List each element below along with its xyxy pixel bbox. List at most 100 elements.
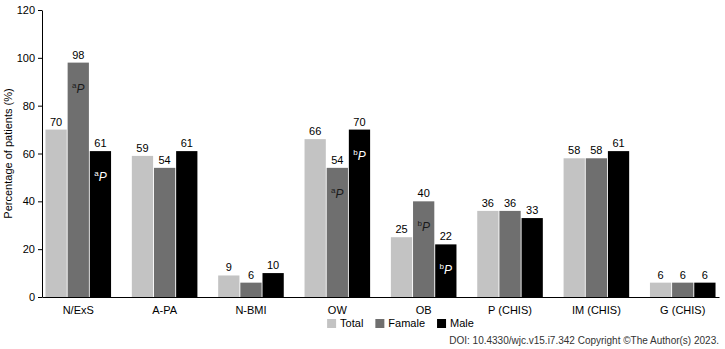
plot-area: 7059966253658698546544036586616110702233… xyxy=(17,4,720,316)
x-axis: N/ExS A-PA N-BMI OW OB P (CHIS) IM (CHIS) G (CH… xyxy=(43,297,720,316)
x-tick-label: N-BMI xyxy=(235,304,266,316)
x-tick: P (CHIS) xyxy=(488,297,532,316)
y-tick-mark xyxy=(38,106,42,107)
data-label: 61 xyxy=(181,137,193,149)
bar xyxy=(522,218,543,297)
bar xyxy=(413,201,434,297)
data-label: 61 xyxy=(94,137,106,149)
legend-swatch xyxy=(327,319,336,328)
x-axis-line xyxy=(43,297,720,298)
legend-label: Total xyxy=(340,317,363,329)
data-label: 6 xyxy=(658,269,664,281)
bar xyxy=(672,283,693,297)
data-label: 6 xyxy=(702,269,708,281)
annotation: aP xyxy=(331,186,343,201)
x-tick-label: A-PA xyxy=(152,304,178,316)
bar xyxy=(435,244,456,297)
data-label: 36 xyxy=(504,197,516,209)
y-tick-label: 0 xyxy=(29,291,35,303)
y-tick-mark xyxy=(38,58,42,59)
data-label: 58 xyxy=(568,144,580,156)
y-tick-mark xyxy=(38,297,42,298)
bars xyxy=(45,63,715,297)
x-tick-label: G (CHIS) xyxy=(660,304,705,316)
bar xyxy=(90,151,111,297)
bar xyxy=(176,151,197,297)
y-axis-title: Percentage of patients (%) xyxy=(2,88,14,218)
x-tick-label: P (CHIS) xyxy=(488,304,532,316)
x-tick: IM (CHIS) xyxy=(572,297,621,316)
y-tick: 20 xyxy=(23,243,42,255)
data-label: 33 xyxy=(526,204,538,216)
bar xyxy=(327,168,348,297)
y-tick: 40 xyxy=(23,195,42,207)
x-tick: G (CHIS) xyxy=(660,297,705,316)
y-tick-label: 40 xyxy=(23,195,35,207)
annotation-text: P xyxy=(99,170,107,184)
y-tick: 120 xyxy=(17,4,42,16)
x-tick: N/ExS xyxy=(63,297,94,316)
bar xyxy=(240,283,261,297)
legend-item: Total xyxy=(327,317,363,329)
footnote: DOI: 10.4330/wjc.v15.i7.342 Copyright ©T… xyxy=(449,335,719,346)
annotation: aP xyxy=(94,169,106,184)
data-label: 61 xyxy=(612,137,624,149)
x-tick: A-PA xyxy=(152,297,178,316)
bar xyxy=(262,273,283,297)
y-axis-line xyxy=(42,11,43,298)
data-label: 54 xyxy=(158,154,170,166)
data-label: 9 xyxy=(226,261,232,273)
data-label: 98 xyxy=(72,49,84,61)
y-tick-mark xyxy=(38,10,42,11)
data-label: 58 xyxy=(590,144,602,156)
data-labels: 7059966253658698546544036586616110702233… xyxy=(50,49,708,281)
data-label: 6 xyxy=(680,269,686,281)
data-label: 6 xyxy=(248,269,254,281)
legend-label: Male xyxy=(450,317,474,329)
x-tick: N-BMI xyxy=(235,297,266,316)
legend: Total Famale Male xyxy=(327,317,474,329)
bar xyxy=(68,63,89,297)
legend-item: Male xyxy=(437,317,474,329)
bar xyxy=(477,211,498,297)
y-tick-label: 60 xyxy=(23,148,35,160)
annotation: bP xyxy=(353,148,365,163)
data-label: 70 xyxy=(353,116,365,128)
annotation: bP xyxy=(440,262,452,277)
y-tick-label: 80 xyxy=(23,100,35,112)
legend-label: Famale xyxy=(388,317,425,329)
data-label: 22 xyxy=(440,230,452,242)
bar xyxy=(650,283,671,297)
x-tick-label: N/ExS xyxy=(63,304,94,316)
bar xyxy=(45,130,66,297)
y-tick-label: 20 xyxy=(23,243,35,255)
legend-swatch xyxy=(437,319,446,328)
annotation-text: P xyxy=(76,82,84,96)
annotation: aP xyxy=(72,81,84,96)
bar xyxy=(305,139,326,297)
data-label: 25 xyxy=(395,223,407,235)
bar xyxy=(499,211,520,297)
x-tick-label: OW xyxy=(328,304,348,316)
y-tick: 0 xyxy=(29,291,42,303)
y-tick: 60 xyxy=(23,148,42,160)
annotation-text: P xyxy=(336,187,344,201)
data-label: 10 xyxy=(267,259,279,271)
data-label: 70 xyxy=(50,116,62,128)
bar xyxy=(694,283,715,297)
y-tick-mark xyxy=(38,201,42,202)
bar xyxy=(564,158,585,297)
x-tick: OB xyxy=(416,297,432,316)
y-axis: 020406080100120 xyxy=(17,4,43,303)
annotation-text: P xyxy=(358,149,366,163)
bar xyxy=(218,275,239,297)
legend-item: Famale xyxy=(375,317,425,329)
data-label: 54 xyxy=(331,154,343,166)
bar xyxy=(586,158,607,297)
x-tick-label: IM (CHIS) xyxy=(572,304,621,316)
annotations: aPaPaPbPbPbP xyxy=(72,81,452,278)
bar xyxy=(391,237,412,297)
bar xyxy=(154,168,175,297)
annotation-text: P xyxy=(444,263,452,277)
x-tick-label: OB xyxy=(416,304,432,316)
